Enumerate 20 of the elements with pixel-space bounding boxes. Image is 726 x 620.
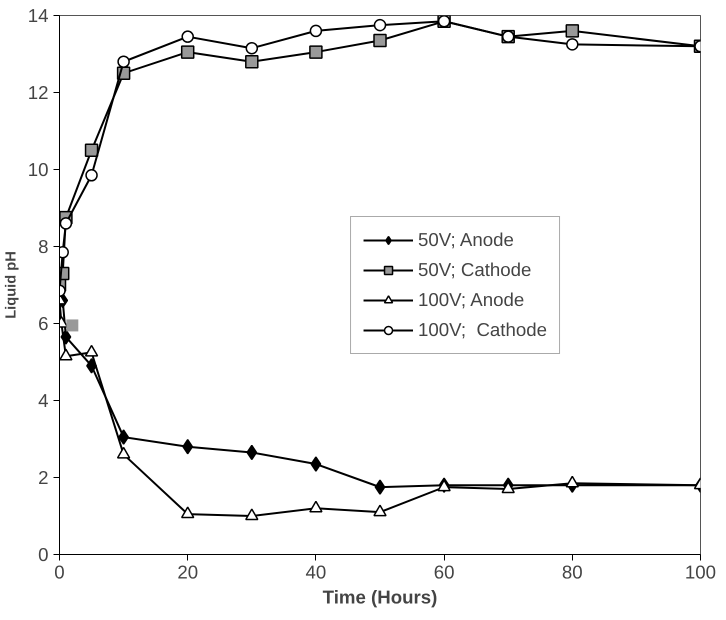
y-tick-label: 14 <box>28 5 49 26</box>
x-tick-label: 0 <box>54 562 65 582</box>
y-tick-label: 6 <box>38 313 49 334</box>
x-tick-label: 20 <box>177 562 198 582</box>
y-tick-label: 10 <box>28 159 49 180</box>
legend-label: 100V; Cathode <box>418 318 547 340</box>
y-tick-label: 12 <box>28 82 49 103</box>
y-tick-label: 2 <box>38 467 49 488</box>
x-tick-label: 80 <box>562 562 583 582</box>
legend-label: 100V; Anode <box>418 288 524 310</box>
legend-label: 50V; Cathode <box>418 258 532 280</box>
x-tick-label: 100 <box>684 562 716 582</box>
y-axis-title: Liquid pH <box>4 251 20 319</box>
x-tick-label: 60 <box>434 562 454 582</box>
y-tick-label: 0 <box>38 544 49 565</box>
y-tick-label: 4 <box>38 390 49 411</box>
legend-label: 50V; Anode <box>418 228 514 250</box>
x-tick-label: 40 <box>306 562 326 582</box>
x-axis-title: Time (Hours) <box>322 586 438 608</box>
y-tick-label: 8 <box>38 236 49 257</box>
